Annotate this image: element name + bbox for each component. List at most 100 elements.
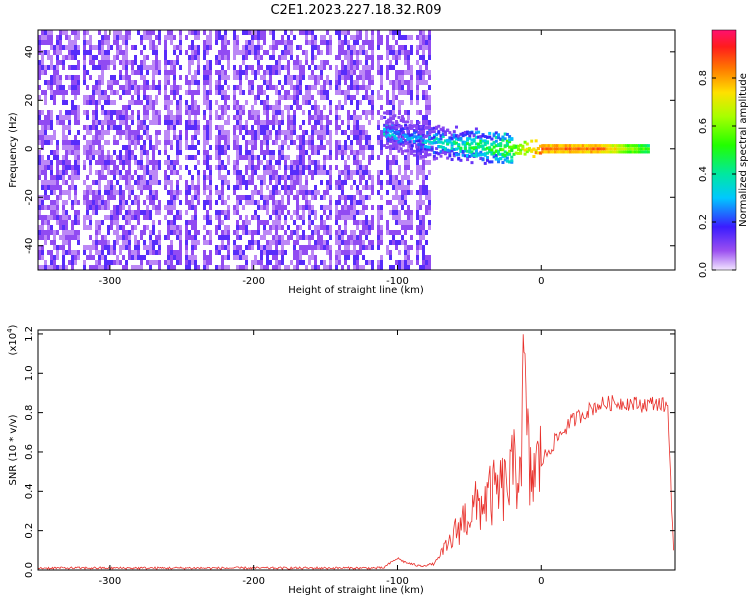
heatmap-cell <box>254 155 257 160</box>
heatmap-cell <box>326 180 329 185</box>
heatmap-cell <box>158 115 161 120</box>
heatmap-cell <box>227 60 230 65</box>
heatmap-cell <box>284 165 287 170</box>
heatmap-cell <box>134 195 137 200</box>
heatmap-cell <box>281 235 284 240</box>
heatmap-cell <box>74 65 77 70</box>
heatmap-cell <box>281 200 284 205</box>
heatmap-cell <box>104 160 107 165</box>
signal-cell <box>472 153 476 157</box>
heatmap-cell <box>356 35 359 40</box>
heatmap-cell <box>323 245 326 250</box>
heatmap-cell <box>320 180 323 185</box>
heatmap-cell <box>215 40 218 45</box>
heatmap-cell <box>266 50 269 55</box>
heatmap-cell <box>209 70 212 75</box>
heatmap-cell <box>149 135 152 140</box>
heatmap-cell <box>281 210 284 215</box>
heatmap-cell <box>380 95 383 100</box>
heatmap-cell <box>266 150 269 155</box>
heatmap-cell <box>86 130 89 135</box>
heatmap-cell <box>293 165 296 170</box>
heatmap-cell <box>134 90 137 95</box>
heatmap-cell <box>56 75 59 80</box>
heatmap-cell <box>107 260 110 265</box>
heatmap-cell <box>269 70 272 75</box>
heatmap-cell <box>251 125 254 130</box>
heatmap-cell <box>68 110 71 115</box>
heatmap-cell <box>311 140 314 145</box>
heatmap-cell <box>92 200 95 205</box>
heatmap-cell <box>149 85 152 90</box>
heatmap-cell <box>209 45 212 50</box>
heatmap-cell <box>359 45 362 50</box>
heatmap-cell <box>323 80 326 85</box>
heatmap-cell <box>203 240 206 245</box>
heatmap-cell <box>89 150 92 155</box>
heatmap-cell <box>350 85 353 90</box>
heatmap-cell <box>206 130 209 135</box>
heatmap-cell <box>287 190 290 195</box>
heatmap-cell <box>278 125 281 130</box>
signal-cell <box>430 130 434 134</box>
heatmap-cell <box>359 130 362 135</box>
heatmap-cell <box>239 70 242 75</box>
heatmap-cell <box>143 110 146 115</box>
heatmap-cell <box>86 195 89 200</box>
heatmap-cell <box>191 60 194 65</box>
heatmap-cell <box>377 70 380 75</box>
heatmap-cell <box>425 195 428 200</box>
heatmap-cell <box>203 260 206 265</box>
heatmap-cell <box>152 240 155 245</box>
heatmap-cell <box>191 135 194 140</box>
heatmap-cell <box>395 245 398 250</box>
heatmap-cell <box>107 115 110 120</box>
heatmap-cell <box>353 155 356 160</box>
signal-cell <box>554 144 558 148</box>
signal-cell <box>389 129 393 133</box>
heatmap-cell <box>350 230 353 235</box>
signal-cell <box>459 146 463 150</box>
heatmap-cell <box>206 195 209 200</box>
signal-cell <box>428 148 432 152</box>
heatmap-cell <box>194 190 197 195</box>
heatmap-cell <box>356 265 359 270</box>
heatmap-cell <box>236 205 239 210</box>
heatmap-cell <box>56 35 59 40</box>
heatmap-cell <box>356 100 359 105</box>
heatmap-cell <box>125 215 128 220</box>
heatmap-cell <box>86 30 89 35</box>
signal-cell <box>505 144 509 148</box>
heatmap-cell <box>341 155 344 160</box>
heatmap-cell <box>74 120 77 125</box>
heatmap-cell <box>254 260 257 265</box>
heatmap-cell <box>272 55 275 60</box>
heatmap-cell <box>65 220 68 225</box>
heatmap-cell <box>278 70 281 75</box>
heatmap-cell <box>362 155 365 160</box>
heatmap-cell <box>218 50 221 55</box>
heatmap-cell <box>203 75 206 80</box>
heatmap-cell <box>416 100 419 105</box>
signal-cell <box>497 136 501 140</box>
heatmap-cell <box>62 115 65 120</box>
heatmap-cell <box>296 215 299 220</box>
heatmap-cell <box>47 125 50 130</box>
signal-cell <box>525 150 529 154</box>
heatmap-cell <box>86 210 89 215</box>
heatmap-cell <box>227 205 230 210</box>
y-tick-label: 20 <box>24 94 35 107</box>
heatmap-cell <box>233 105 236 110</box>
heatmap-cell <box>197 195 200 200</box>
heatmap-cell <box>74 210 77 215</box>
heatmap-cell <box>353 50 356 55</box>
heatmap-cell <box>296 60 299 65</box>
heatmap-cell <box>386 110 389 115</box>
heatmap-cell <box>296 90 299 95</box>
signal-cell <box>468 146 472 150</box>
heatmap-cell <box>176 180 179 185</box>
heatmap-cell <box>191 100 194 105</box>
heatmap-cell <box>44 135 47 140</box>
heatmap-cell <box>95 115 98 120</box>
heatmap-cell <box>338 35 341 40</box>
